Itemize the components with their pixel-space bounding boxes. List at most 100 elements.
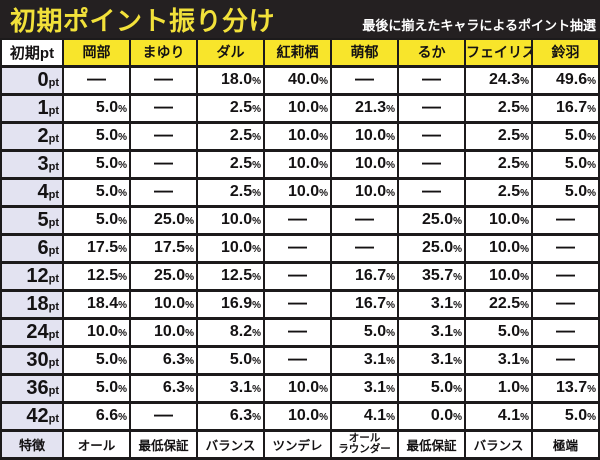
value-number: 2.5 <box>497 155 521 173</box>
value-cell: 5.0% <box>62 176 131 208</box>
row-label: 12pt <box>0 260 64 292</box>
feature-cell: バランス <box>464 428 533 460</box>
table-row: 36pt 5.0% 6.3% 3.1% 10.0% 3.1% 5.0% 1.0% 13.7% <box>0 372 600 404</box>
value-cell: 10.0% <box>196 232 265 264</box>
value-cell: 5.0% <box>62 120 131 152</box>
value-percent-unit: % <box>453 300 462 312</box>
value-number: 10.0 <box>287 155 320 173</box>
table-row: 12pt 12.5% 25.0% 12.5% —16.7% 35.7% 10.0% — <box>0 260 600 292</box>
value-cell: 17.5% <box>129 232 198 264</box>
value-cell-empty: — <box>397 64 466 96</box>
row-label-number: 6 <box>37 236 49 259</box>
value-number: 13.7 <box>555 379 588 397</box>
feature-row-label: 特徴 <box>0 428 64 460</box>
feature-cell: 極端 <box>531 428 600 460</box>
value-cell-empty: — <box>531 288 600 320</box>
value-percent-unit: % <box>319 188 328 200</box>
value-cell: 3.1% <box>330 344 399 376</box>
value-number: 5.0 <box>564 155 588 173</box>
row-label-number: 2 <box>37 124 49 147</box>
value-number: 17.5 <box>86 239 119 257</box>
value-number: 24.3 <box>488 71 521 88</box>
value-number: 12.5 <box>86 267 119 285</box>
value-number: 16.7 <box>555 99 588 117</box>
value-cell: 5.0% <box>62 148 131 180</box>
value-cell: 17.5% <box>62 232 131 264</box>
feature-cell: バランス <box>196 428 265 460</box>
value-number: 10.0 <box>488 211 521 229</box>
value-number: 5.0 <box>95 127 119 145</box>
value-percent-unit: % <box>453 272 462 284</box>
value-cell-empty: — <box>129 176 198 208</box>
value-number: 10.0 <box>153 323 186 341</box>
value-percent-unit: % <box>520 412 529 424</box>
value-cell: 5.0% <box>531 120 600 152</box>
value-percent-unit: % <box>118 412 127 424</box>
value-percent-unit: % <box>118 300 127 312</box>
value-cell: 2.5% <box>464 176 533 208</box>
row-label-number: 24 <box>26 320 49 343</box>
value-cell: 5.0% <box>531 400 600 432</box>
value-number: 21.3 <box>354 99 387 117</box>
value-cell: 10.0% <box>129 316 198 348</box>
value-number: 16.7 <box>354 267 387 285</box>
row-label: 5pt <box>0 204 64 236</box>
value-cell: 10.0% <box>330 176 399 208</box>
row-label-number: 36 <box>26 376 49 399</box>
value-cell: 6.3% <box>196 400 265 432</box>
value-percent-unit: % <box>252 160 261 172</box>
value-number: 16.7 <box>354 295 387 313</box>
value-cell-empty: — <box>263 316 332 348</box>
value-percent-unit: % <box>252 300 261 312</box>
value-number: 5.0 <box>95 379 119 397</box>
value-percent-unit: % <box>319 132 328 144</box>
value-number: 10.0 <box>220 211 253 229</box>
value-number: 4.1 <box>497 407 521 425</box>
value-percent-unit: % <box>118 384 127 396</box>
value-percent-unit: % <box>520 272 529 284</box>
row-label-number: 30 <box>26 348 49 371</box>
value-percent-unit: % <box>386 328 395 340</box>
value-cell-empty: — <box>330 232 399 264</box>
value-cell: 3.1% <box>196 372 265 404</box>
value-number: 5.0 <box>564 127 588 145</box>
value-number: 17.5 <box>153 239 186 257</box>
value-percent-unit: % <box>252 76 261 87</box>
row-label-unit: pt <box>48 132 59 145</box>
value-number: 5.0 <box>95 211 119 229</box>
value-number: 5.0 <box>564 407 588 425</box>
value-cell: 3.1% <box>464 344 533 376</box>
table-row: 0pt — —18.0% 40.0% — —24.3% 49.6% <box>0 64 600 96</box>
value-cell-empty: — <box>263 204 332 236</box>
value-cell: 12.5% <box>62 260 131 292</box>
value-number: 2.5 <box>497 127 521 145</box>
value-number: 6.3 <box>229 407 253 425</box>
value-percent-unit: % <box>520 328 529 340</box>
value-cell: 3.1% <box>397 316 466 348</box>
value-cell-empty: — <box>531 344 600 376</box>
row-label-unit: pt <box>48 216 59 229</box>
value-percent-unit: % <box>319 104 328 116</box>
value-cell: 40.0% <box>263 64 332 96</box>
value-number: 1.0 <box>497 379 521 397</box>
value-percent-unit: % <box>587 160 596 172</box>
value-cell: 6.3% <box>129 372 198 404</box>
table-row: 18pt 18.4% 10.0% 16.9% —16.7% 3.1% 22.5% — <box>0 288 600 320</box>
row-label-unit: pt <box>48 160 59 173</box>
value-cell: 3.1% <box>397 344 466 376</box>
value-percent-unit: % <box>520 244 529 256</box>
row-label-number: 18 <box>26 292 49 315</box>
feature-cell: 最低保証 <box>397 428 466 460</box>
value-percent-unit: % <box>386 132 395 144</box>
value-cell: 25.0% <box>129 204 198 236</box>
value-cell: 10.0% <box>263 92 332 124</box>
row-label: 42pt <box>0 400 64 432</box>
value-percent-unit: % <box>520 76 529 87</box>
value-cell: 3.1% <box>397 288 466 320</box>
value-number: 10.0 <box>354 183 387 201</box>
value-percent-unit: % <box>118 160 127 172</box>
value-cell: 49.6% <box>531 64 600 96</box>
value-number: 2.5 <box>229 155 253 173</box>
value-cell: 10.0% <box>263 176 332 208</box>
